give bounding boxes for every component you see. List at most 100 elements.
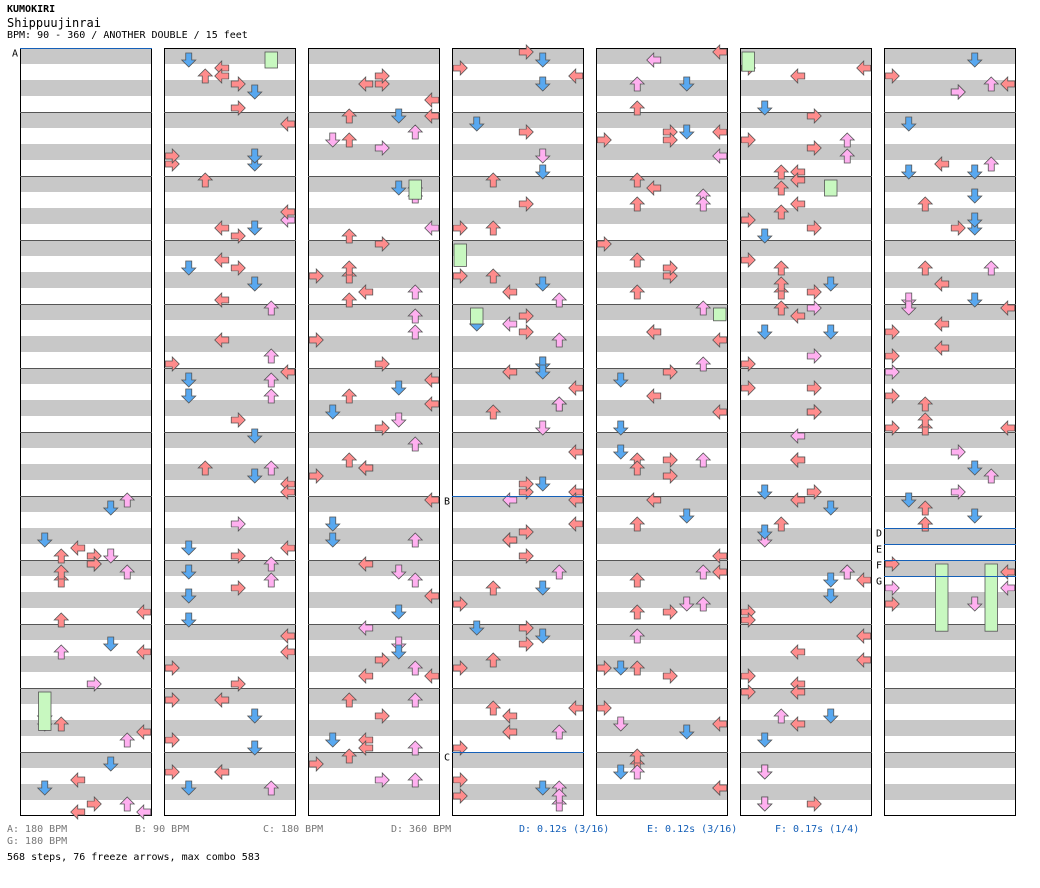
chart-column-7 bbox=[884, 48, 1016, 816]
chart-column-5 bbox=[596, 48, 728, 816]
beat-stripe bbox=[20, 64, 152, 80]
step-arrow bbox=[966, 460, 983, 476]
beat-stripe bbox=[452, 656, 584, 672]
beat-stripe bbox=[308, 720, 440, 736]
step-arrow bbox=[407, 532, 424, 548]
beat-stripe bbox=[740, 48, 872, 64]
step-arrow bbox=[917, 500, 934, 516]
step-arrow bbox=[53, 612, 70, 628]
step-arrow bbox=[407, 284, 424, 300]
freeze-arrow bbox=[408, 179, 422, 200]
beat-stripe bbox=[308, 320, 440, 336]
beat-stripe bbox=[884, 192, 1016, 208]
step-arrow bbox=[390, 108, 407, 124]
beat-stripe bbox=[164, 336, 296, 352]
beat-stripe bbox=[308, 304, 440, 320]
beat-stripe bbox=[164, 560, 296, 576]
step-arrow bbox=[740, 668, 756, 684]
step-arrow bbox=[806, 220, 822, 236]
step-arrow bbox=[374, 140, 390, 156]
step-arrow bbox=[390, 380, 407, 396]
beat-stripe bbox=[884, 480, 1016, 496]
beat-stripe bbox=[308, 528, 440, 544]
step-arrow bbox=[164, 660, 180, 676]
beat-stripe bbox=[308, 368, 440, 384]
legend-b: B: 90 BPM bbox=[135, 824, 190, 835]
step-arrow bbox=[390, 604, 407, 620]
beat-stripe bbox=[884, 752, 1016, 768]
beat-stripe bbox=[308, 224, 440, 240]
beat-stripe bbox=[596, 64, 728, 80]
beat-stripe bbox=[596, 224, 728, 240]
beat-stripe bbox=[20, 752, 152, 768]
step-arrow bbox=[646, 52, 662, 68]
beat-stripe bbox=[884, 512, 1016, 528]
beat-stripe bbox=[740, 352, 872, 368]
step-arrow bbox=[568, 68, 584, 84]
step-arrow bbox=[678, 508, 695, 524]
beat-stripe bbox=[20, 160, 152, 176]
beat-stripe bbox=[164, 80, 296, 96]
beat-stripe bbox=[596, 592, 728, 608]
step-arrow bbox=[358, 556, 374, 572]
beat-stripe bbox=[164, 128, 296, 144]
step-arrow bbox=[662, 604, 678, 620]
freeze-arrow bbox=[470, 307, 484, 325]
beat-stripe bbox=[596, 688, 728, 704]
step-arrow bbox=[740, 684, 756, 700]
beat-stripe bbox=[164, 96, 296, 112]
beat-stripe bbox=[740, 800, 872, 816]
beat-stripe bbox=[164, 720, 296, 736]
legend-f-stop: F: 0.17s (1/4) bbox=[775, 824, 860, 835]
step-arrow bbox=[596, 132, 612, 148]
step-arrow bbox=[263, 556, 280, 572]
step-arrow bbox=[485, 652, 502, 668]
step-arrow bbox=[629, 284, 646, 300]
beat-stripe bbox=[884, 224, 1016, 240]
step-arrow bbox=[180, 540, 197, 556]
beat-stripe bbox=[452, 208, 584, 224]
beat-stripe bbox=[20, 352, 152, 368]
beat-stripe bbox=[596, 336, 728, 352]
beat-stripe bbox=[164, 640, 296, 656]
beat-stripe bbox=[596, 96, 728, 112]
beat-stripe bbox=[20, 416, 152, 432]
beat-stripe bbox=[740, 336, 872, 352]
step-arrow bbox=[917, 412, 934, 428]
beat-stripe bbox=[740, 656, 872, 672]
step-arrow bbox=[695, 452, 712, 468]
chart-summary: 568 steps, 76 freeze arrows, max combo 5… bbox=[7, 852, 260, 863]
step-arrow bbox=[230, 228, 246, 244]
step-arrow bbox=[790, 644, 806, 660]
step-arrow bbox=[534, 76, 551, 92]
step-arrow bbox=[452, 268, 468, 284]
beat-stripe bbox=[308, 736, 440, 752]
beat-stripe bbox=[164, 64, 296, 80]
beat-stripe bbox=[452, 480, 584, 496]
beat-stripe bbox=[884, 544, 1016, 560]
step-arrow bbox=[390, 180, 407, 196]
step-arrow bbox=[424, 92, 440, 108]
step-arrow bbox=[756, 796, 773, 812]
beat-stripe bbox=[740, 272, 872, 288]
legend-c: C: 180 BPM bbox=[263, 824, 324, 835]
beat-stripe bbox=[164, 752, 296, 768]
step-arrow bbox=[53, 572, 70, 588]
beat-stripe bbox=[884, 448, 1016, 464]
beat-stripe bbox=[452, 432, 584, 448]
step-arrow bbox=[518, 308, 534, 324]
beat-stripe bbox=[884, 496, 1016, 512]
step-arrow bbox=[568, 380, 584, 396]
step-arrow bbox=[773, 204, 790, 220]
beat-stripe bbox=[452, 224, 584, 240]
step-arrow bbox=[629, 660, 646, 676]
legend-e-stop: E: 0.12s (3/16) bbox=[647, 824, 738, 835]
step-arrow bbox=[662, 260, 678, 276]
step-arrow bbox=[280, 204, 296, 220]
step-arrow bbox=[485, 220, 502, 236]
beat-stripe bbox=[20, 496, 152, 512]
step-arrow bbox=[773, 276, 790, 292]
step-arrow bbox=[341, 268, 358, 284]
chart-column-2 bbox=[164, 48, 296, 816]
beat-stripe bbox=[740, 608, 872, 624]
